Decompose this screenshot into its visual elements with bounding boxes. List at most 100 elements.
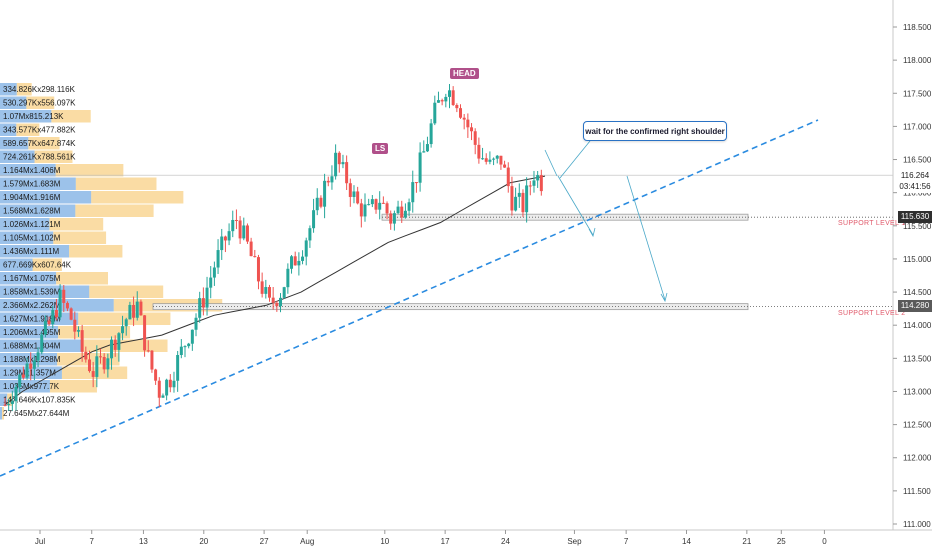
candle-body (528, 185, 532, 187)
ascending-trendline (0, 119, 819, 477)
candle-body (466, 119, 470, 128)
candle-body (290, 256, 294, 269)
volume-label: 1.579Mx1.683M (3, 180, 61, 189)
candle-body (447, 90, 451, 97)
candle-body (220, 236, 224, 251)
volume-label: 1.026Mx1.121M (3, 220, 61, 229)
y-tick-label: 117.500 (903, 89, 932, 98)
volume-bar-sell (28, 137, 60, 150)
candle-body (319, 197, 323, 207)
candle-body (146, 350, 150, 352)
y-tick-label: 116.500 (903, 156, 932, 165)
volume-bar-sell (81, 339, 168, 352)
volume-bar-sell (78, 312, 171, 325)
candle-body (80, 330, 84, 352)
candle-body (414, 182, 418, 184)
candle-body (345, 162, 349, 184)
projection-arrow-2 (626, 175, 666, 301)
candle-body (25, 363, 29, 378)
x-tick-label: 25 (777, 537, 786, 546)
candle-body (54, 310, 58, 318)
candle-body (212, 267, 216, 278)
candle-body (477, 144, 481, 159)
volume-label: 1.688Mx1.804M (3, 342, 61, 351)
callout-pointer (559, 140, 591, 179)
candle-body (334, 152, 338, 177)
moving-average (4, 175, 546, 406)
candle-body (91, 371, 95, 377)
candle-body (275, 302, 279, 307)
candle-body (7, 404, 11, 406)
volume-label: 343.577Kx477.882K (3, 126, 76, 135)
candle-body (227, 231, 231, 241)
candle-body (378, 202, 382, 210)
x-tick-label: 17 (441, 537, 450, 546)
trendline (0, 119, 819, 477)
volume-bar-buy (0, 123, 17, 136)
candle-body (65, 302, 69, 309)
x-tick-label: 7 (89, 537, 94, 546)
support-level-1-label: SUPPORT LEVEL 1 (838, 220, 906, 227)
candle-body (308, 228, 312, 241)
projection-arrows (544, 140, 668, 303)
candle-body (510, 186, 514, 211)
candle-body (304, 240, 308, 257)
volume-bar-buy (0, 231, 54, 244)
candle-body (267, 287, 271, 298)
volume-bar-sell (91, 191, 184, 204)
candle-body (106, 358, 110, 370)
candle-body (124, 319, 128, 327)
candle-body (279, 297, 283, 307)
volume-bar-buy (0, 258, 33, 271)
x-tick-label: 21 (742, 537, 751, 546)
candle-body (157, 380, 161, 398)
volume-bar-sell (51, 110, 91, 123)
candle-body (21, 374, 25, 378)
volume-bar-buy (0, 177, 76, 190)
volume-label: 1.904Mx1.916M (3, 193, 61, 202)
x-tick-label: 24 (501, 537, 510, 546)
candle-body (433, 102, 437, 124)
volume-bar-sell (2, 407, 4, 420)
candle-body (154, 369, 158, 381)
candle-body (356, 191, 360, 204)
candle-body (286, 268, 290, 288)
candle-body (473, 131, 477, 145)
candle-body (297, 260, 301, 266)
volume-bar-buy (0, 326, 59, 339)
volume-bar-sell (49, 218, 104, 231)
candle-body (194, 317, 198, 330)
head-label: HEAD (450, 68, 479, 79)
volume-bar-buy (0, 164, 56, 177)
x-tick-label: 27 (260, 537, 269, 546)
candle-body (249, 241, 253, 257)
candle-body (242, 225, 246, 239)
candle-body (392, 213, 396, 224)
candle-body (337, 152, 341, 165)
volume-label: 1.164Mx1.406M (3, 166, 61, 175)
candle-body (29, 363, 33, 369)
candle-body (381, 202, 385, 204)
candle-body (264, 287, 268, 294)
candle-body (370, 199, 374, 205)
candle-body (407, 202, 411, 211)
candle-body (234, 219, 238, 221)
candle-body (231, 219, 235, 232)
candle-body (532, 180, 536, 186)
candle-body (301, 256, 305, 261)
volume-bar-buy (0, 110, 52, 123)
candlesticks (3, 84, 543, 412)
candle-body (87, 359, 91, 372)
candle-body (165, 379, 169, 396)
volume-bar-buy (0, 245, 70, 258)
candle-body (128, 304, 132, 320)
volume-bar-sell (49, 380, 97, 393)
volume-label: 1.188Mx1.298M (3, 355, 61, 364)
candle-body (95, 356, 99, 377)
volume-bar-sell (55, 164, 124, 177)
candle-body (330, 176, 334, 183)
y-tick-label: 117.000 (903, 122, 932, 131)
volume-bar-sell (16, 83, 32, 96)
volume-bar-sell (75, 204, 154, 217)
